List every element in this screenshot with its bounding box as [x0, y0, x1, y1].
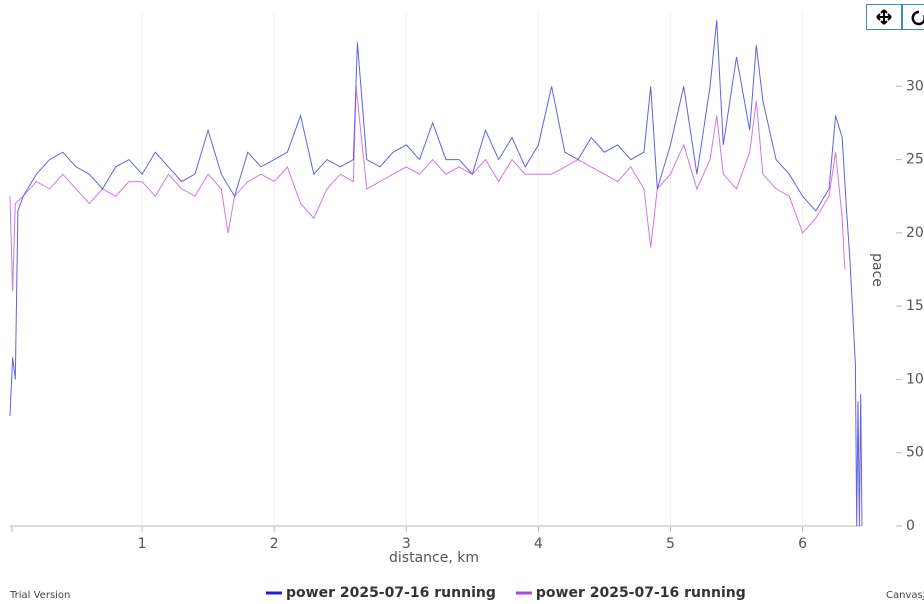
y-tick-label: 50	[906, 445, 924, 461]
series-line	[9, 20, 863, 527]
series-line	[9, 86, 846, 292]
y-axis-title: pace	[869, 253, 885, 287]
x-tick-label: 2	[270, 536, 279, 552]
y-tick-label: 100	[906, 371, 924, 387]
x-tick-label: 1	[138, 536, 147, 552]
watermark: Trial Version	[9, 590, 70, 601]
y-tick-label: 300	[906, 78, 924, 94]
x-tick-label: 5	[666, 536, 675, 552]
x-tick-label: 3	[402, 536, 411, 552]
y-tick-label: 0	[906, 518, 915, 534]
watermark: CanvasJS	[886, 590, 924, 601]
reset-icon	[911, 10, 924, 26]
y-tick-label: 250	[906, 152, 924, 168]
legend-label: power 2025-07-16 running	[536, 585, 746, 601]
pan-icon	[876, 9, 892, 25]
x-axis-title: distance, km	[389, 550, 479, 566]
reset-button[interactable]	[902, 4, 924, 30]
y-tick-label: 150	[906, 298, 924, 314]
y-tick-label: 200	[906, 225, 924, 241]
x-tick-label: 6	[798, 536, 807, 552]
x-tick-label: 4	[534, 536, 543, 552]
legend-label: power 2025-07-16 running	[286, 585, 496, 601]
pan-button[interactable]	[866, 4, 902, 30]
